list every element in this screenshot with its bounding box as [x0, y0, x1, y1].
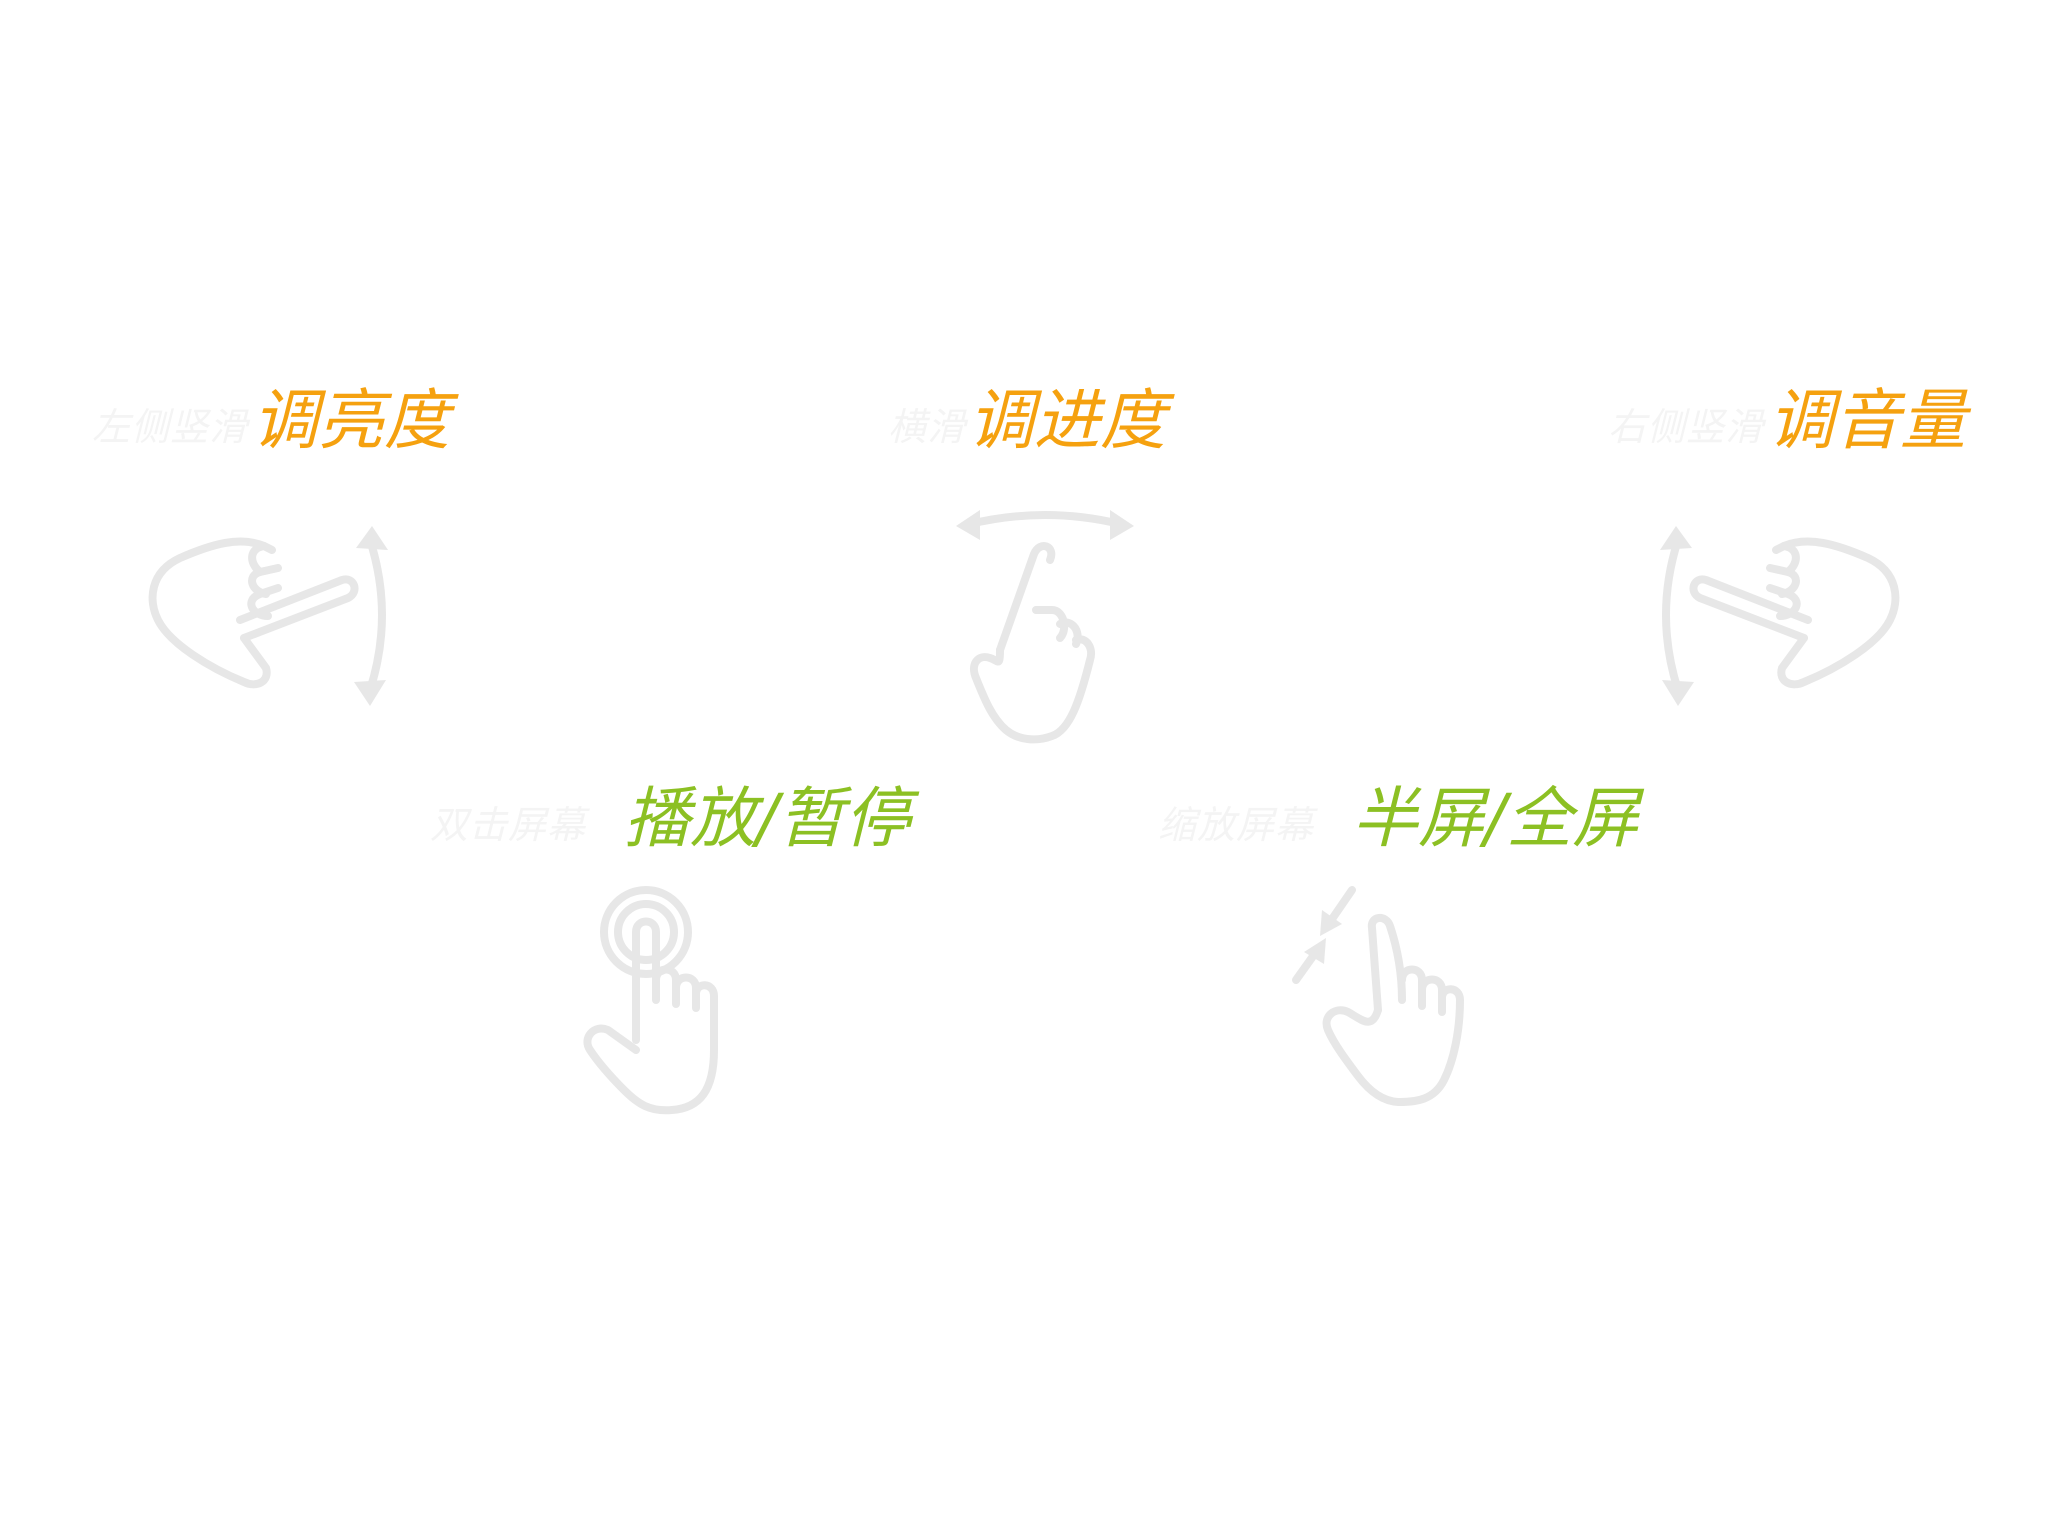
hand-pinch-zoom-icon [1286, 880, 1506, 1120]
hand-pointing-up-horizontal-swipe-icon [940, 500, 1140, 760]
gesture-action-play-pause: 播放/暂停 [624, 780, 911, 857]
gesture-hint-volume: 右侧竖滑 [1608, 405, 1765, 449]
hand-pointing-left-vertical-swipe-icon [140, 520, 400, 730]
gesture-hint-play-pause: 双击屏幕 [430, 803, 587, 847]
gesture-action-fullscreen: 半屏/全屏 [1352, 780, 1639, 857]
gesture-hint-fullscreen: 缩放屏幕 [1158, 803, 1315, 847]
hand-pointing-right-vertical-swipe-icon [1648, 520, 1908, 730]
gesture-action-brightness: 调亮度 [252, 382, 450, 459]
gesture-hint-brightness: 左侧竖滑 [92, 405, 249, 449]
gesture-hint-progress: 横滑 [888, 405, 967, 449]
hand-double-tap-icon [580, 880, 760, 1120]
gesture-action-volume: 调音量 [1768, 382, 1966, 459]
gesture-action-progress: 调进度 [968, 382, 1166, 459]
